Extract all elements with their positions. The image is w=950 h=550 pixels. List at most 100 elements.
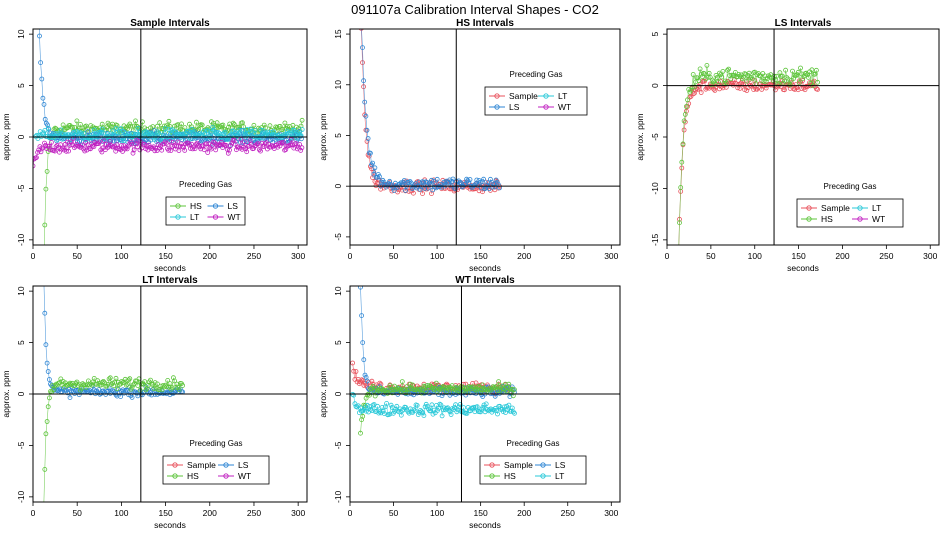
data-point	[793, 73, 799, 79]
data-point	[166, 118, 172, 124]
data-point	[447, 409, 453, 415]
data-point	[796, 78, 802, 84]
data-point	[396, 387, 402, 393]
data-point	[101, 130, 106, 136]
data-point	[421, 180, 427, 185]
data-point	[481, 176, 487, 182]
data-point	[79, 385, 84, 391]
data-point	[720, 69, 726, 74]
data-point	[134, 390, 140, 396]
legend-swatch-point	[494, 104, 500, 110]
data-point	[406, 180, 412, 185]
data-point	[107, 375, 113, 381]
legend-swatch-point	[806, 216, 812, 222]
data-point	[214, 120, 220, 126]
series-hs	[42, 375, 186, 502]
data-point	[57, 149, 62, 155]
y-tick-label: -10	[650, 182, 660, 195]
data-point	[81, 131, 87, 137]
data-point	[42, 276, 46, 280]
data-point	[697, 66, 703, 72]
data-point	[76, 381, 82, 387]
series-line	[43, 377, 183, 502]
legend-swatch-point	[494, 93, 500, 99]
data-point	[215, 125, 221, 130]
legend: Preceding Gas Sample LS HS LT	[479, 439, 587, 485]
data-point	[221, 130, 227, 136]
legend-item-hs: HS	[170, 201, 202, 211]
data-point	[465, 177, 471, 183]
x-tick-label: 250	[561, 251, 575, 261]
data-point	[95, 378, 100, 384]
data-point	[143, 387, 149, 393]
series-sample	[358, 29, 502, 197]
data-point	[684, 108, 689, 114]
data-point	[121, 390, 127, 396]
x-axis-label: seconds	[469, 520, 501, 530]
data-point	[298, 147, 304, 153]
data-point	[119, 143, 124, 148]
data-point	[42, 270, 46, 274]
data-point	[113, 392, 119, 398]
data-point	[449, 178, 455, 184]
data-point	[229, 125, 235, 131]
data-point	[259, 140, 265, 146]
data-point	[37, 33, 42, 39]
data-point	[75, 382, 81, 388]
data-point	[495, 388, 500, 394]
x-tick-label: 300	[291, 251, 305, 261]
data-point	[68, 139, 74, 145]
data-point	[809, 67, 815, 73]
data-point	[151, 386, 157, 392]
legend-item-lt: LT	[535, 471, 564, 481]
y-tick-label: -10	[16, 233, 26, 246]
y-tick-label: 10	[16, 29, 26, 39]
data-point	[47, 377, 52, 382]
data-point	[135, 144, 141, 150]
y-tick-label: 0	[16, 134, 26, 139]
data-point	[475, 384, 481, 389]
data-point	[450, 176, 456, 182]
chart-panel-2: HS Intervals 0 50 100 150 200 250 300 -5 0 5 10 15 se…	[318, 18, 621, 273]
data-point	[82, 148, 88, 154]
data-point	[711, 79, 717, 84]
data-point	[86, 378, 91, 384]
data-point	[389, 188, 395, 194]
data-point	[376, 410, 382, 416]
data-point	[360, 408, 366, 414]
plot-area	[33, 29, 305, 280]
data-point	[125, 126, 130, 132]
data-point	[405, 409, 411, 415]
data-point	[361, 357, 367, 363]
data-point	[154, 129, 160, 135]
x-tick-label: 150	[474, 251, 488, 261]
x-tick-label: 0	[348, 251, 353, 261]
data-point	[782, 78, 787, 84]
data-point	[295, 144, 301, 150]
data-point	[448, 412, 454, 417]
legend-label: WT	[238, 471, 251, 481]
legend-swatch-point	[212, 214, 219, 220]
data-point	[284, 124, 290, 129]
data-point	[252, 127, 258, 133]
data-point	[205, 125, 211, 131]
data-point	[42, 466, 48, 472]
data-point	[749, 83, 754, 89]
data-point	[189, 126, 195, 132]
data-point	[416, 179, 422, 185]
data-point	[87, 387, 92, 393]
data-point	[388, 387, 394, 393]
data-point	[715, 79, 721, 85]
data-point	[261, 144, 267, 149]
data-point	[502, 381, 508, 387]
data-point	[169, 127, 175, 133]
data-point	[251, 130, 257, 136]
data-point	[106, 376, 112, 382]
data-point	[105, 381, 111, 387]
data-point	[117, 128, 122, 134]
data-point	[464, 385, 470, 391]
y-tick-label: 15	[333, 29, 343, 39]
data-point	[97, 139, 102, 145]
data-point	[681, 127, 687, 133]
data-point	[88, 135, 94, 141]
